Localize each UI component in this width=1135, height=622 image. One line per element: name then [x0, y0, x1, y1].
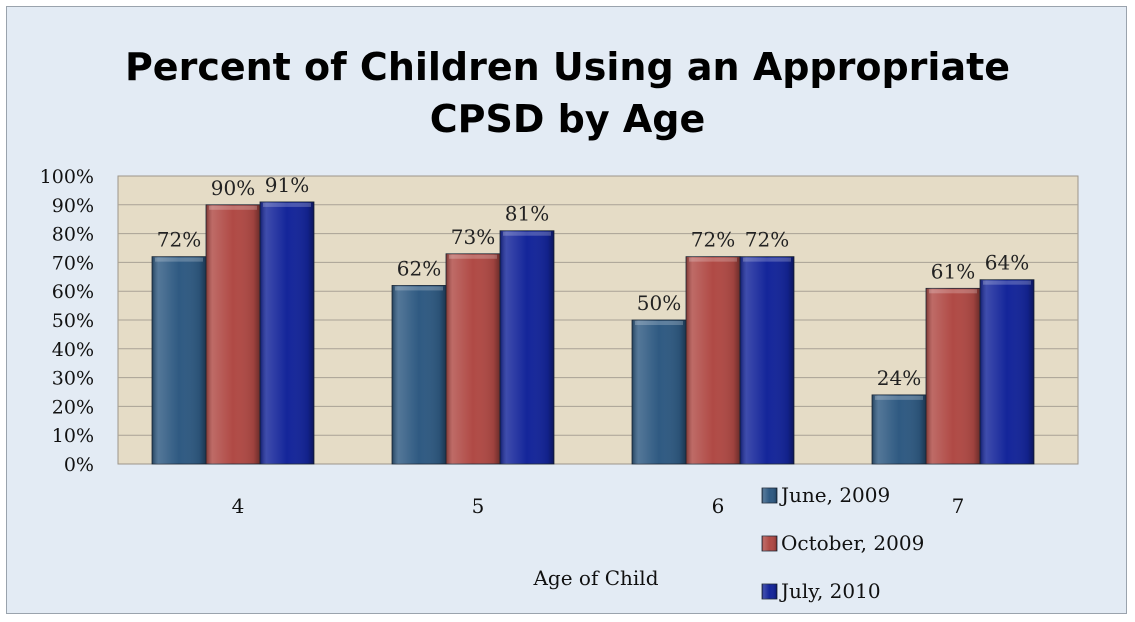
- legend-swatch-shading: [762, 536, 777, 551]
- data-label: 62%: [397, 256, 441, 280]
- bar-highlight: [689, 257, 737, 262]
- data-label: 91%: [265, 173, 309, 197]
- bar-highlight: [155, 257, 203, 262]
- bar-highlight: [743, 257, 791, 262]
- legend-swatch-shading: [762, 584, 777, 599]
- data-label: 72%: [691, 228, 735, 252]
- data-label: 73%: [451, 225, 495, 249]
- y-tick-label: 30%: [52, 368, 94, 390]
- bar-highlight: [929, 289, 977, 294]
- bar-shading: [392, 285, 446, 464]
- chart-title-line-1: Percent of Children Using an Appropriate: [124, 45, 1011, 89]
- bar-highlight: [983, 280, 1031, 285]
- bar-shading: [152, 256, 206, 464]
- x-tick-label: 6: [712, 494, 725, 518]
- x-tick-label: 7: [952, 494, 965, 518]
- legend-label: June, 2009: [779, 483, 890, 507]
- data-label: 64%: [985, 251, 1029, 275]
- bar-shading: [740, 256, 794, 464]
- y-tick-label: 40%: [52, 339, 94, 361]
- legend: June, 2009 October, 2009 July, 2010: [761, 483, 924, 603]
- y-tick-label: 90%: [52, 195, 94, 217]
- bar-shading: [206, 204, 260, 465]
- x-tick-label: 4: [232, 494, 245, 518]
- bar-highlight: [209, 205, 257, 210]
- y-tick-label: 0%: [64, 454, 94, 476]
- bar-highlight: [395, 286, 443, 291]
- y-tick-label: 70%: [52, 252, 94, 274]
- y-tick-label: 60%: [52, 281, 94, 303]
- bar-shading: [980, 279, 1034, 464]
- data-label: 72%: [745, 228, 789, 252]
- y-axis: 0% 10% 20% 30% 40% 50% 60% 70% 80% 90% 100%: [40, 166, 94, 476]
- y-tick-label: 20%: [52, 396, 94, 418]
- data-label: 81%: [505, 202, 549, 226]
- bar-shading: [926, 288, 980, 464]
- chart-title-line-2: CPSD by Age: [429, 97, 706, 141]
- chart-title: Percent of Children Using an Appropriate…: [7, 41, 1128, 145]
- bar-shading: [446, 253, 500, 464]
- bar-highlight: [503, 231, 551, 236]
- data-labels: 72% 90% 91% 62% 73% 81% 50% 72% 72% 24% 61% 64%: [157, 173, 1029, 390]
- legend-label: July, 2010: [779, 579, 881, 603]
- bar-shading: [686, 256, 740, 464]
- bar-shading: [260, 201, 314, 465]
- x-axis-title: Age of Child: [532, 566, 658, 590]
- bar-shading: [632, 320, 686, 464]
- legend-label: October, 2009: [781, 531, 924, 555]
- data-label: 24%: [877, 366, 921, 390]
- data-label: 50%: [637, 291, 681, 315]
- data-label: 61%: [931, 259, 975, 283]
- bar-highlight: [449, 254, 497, 259]
- y-tick-label: 10%: [52, 425, 94, 447]
- legend-swatch-shading: [762, 488, 777, 503]
- data-label: 90%: [211, 176, 255, 200]
- bar-highlight: [263, 202, 311, 207]
- bar-highlight: [875, 395, 923, 400]
- bar-shading: [872, 394, 926, 464]
- data-label: 72%: [157, 228, 201, 252]
- x-axis: 4 5 6 7: [232, 494, 965, 518]
- bar-highlight: [635, 321, 683, 325]
- x-tick-label: 5: [472, 494, 485, 518]
- bars: [151, 201, 1035, 465]
- y-tick-label: 80%: [52, 224, 94, 246]
- y-tick-label: 100%: [40, 166, 94, 188]
- bar-shading: [500, 230, 554, 464]
- y-tick-label: 50%: [52, 310, 94, 332]
